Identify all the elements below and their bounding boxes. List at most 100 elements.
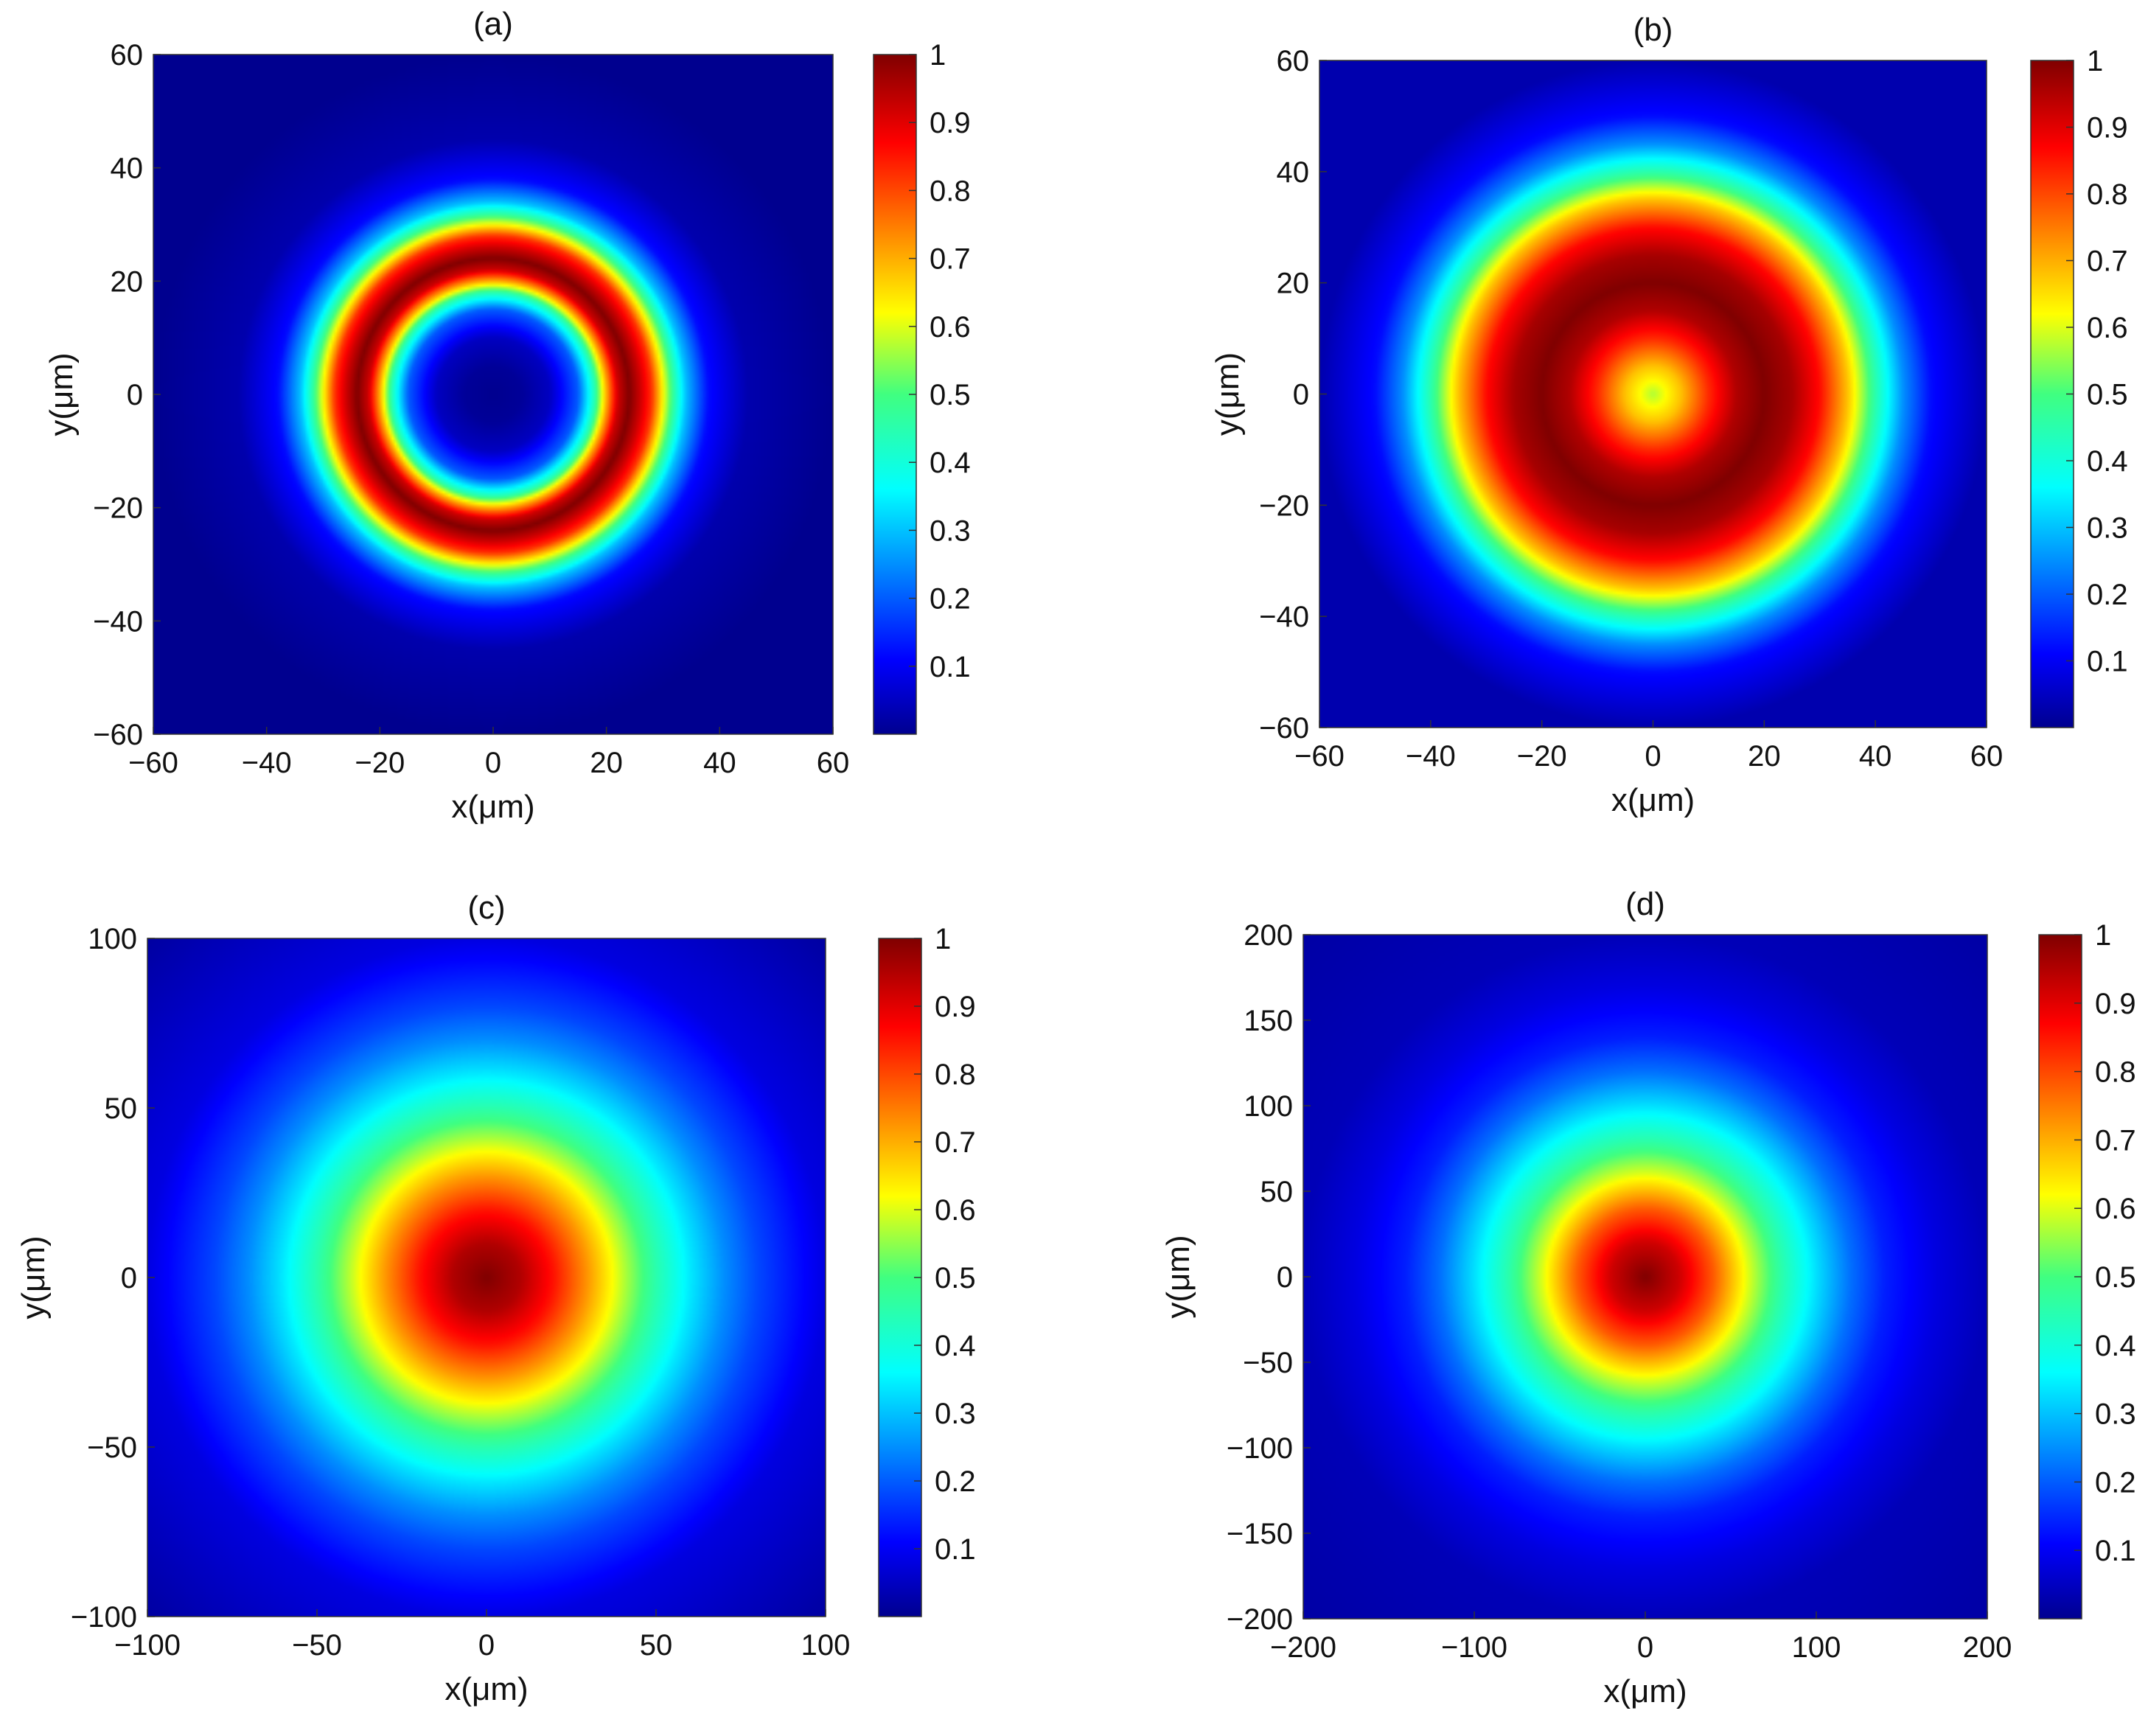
colorbar-tick-label: 0.2 [2095,1466,2136,1499]
colorbar-tick-label: 0.3 [2095,1398,2136,1431]
y-tick-label: 60 [1277,45,1310,77]
x-tick-label: 0 [478,1629,495,1662]
y-tick-label: 20 [111,265,144,298]
colorbar-tick-label: 0.5 [935,1262,976,1294]
y-tick-label: 40 [1277,156,1310,189]
y-axis-label: y(μm) [1210,352,1246,436]
y-tick-label: 50 [1260,1176,1294,1208]
y-tick-label: 0 [121,1262,137,1294]
y-tick-label: −40 [93,605,143,638]
y-tick-label: 50 [105,1092,138,1125]
x-tick-label: −60 [1294,740,1345,773]
y-tick-label: 100 [88,923,137,955]
y-tick-label: −100 [71,1601,137,1634]
colorbar-tick-label: 0.3 [935,1398,976,1430]
colorbar-tick-label: 0.5 [2095,1261,2136,1294]
colorbar-tick-label: 0.1 [2087,646,2128,678]
y-axis-label: y(μm) [43,352,80,436]
colorbar-tick-label: 0.6 [2095,1193,2136,1225]
colorbar-tick-label: 0.7 [935,1126,976,1159]
colorbar-tick-label: 0.7 [930,243,971,276]
panel-d: −200 −100 0 100 200 −200 −150 −100 −50 0 50 100 150 2… [1160,886,2136,1709]
x-axis-label: x(μm) [451,789,534,825]
colorbar-tick-label: 0.3 [930,515,971,547]
colorbar-tick-label: 0.9 [2095,988,2136,1020]
y-axis-label: y(μm) [15,1235,52,1319]
x-tick-label: 50 [640,1629,673,1662]
x-tick-label: 100 [1792,1631,1841,1664]
y-tick-label: −20 [1259,489,1309,522]
y-tick-label: −20 [93,492,143,525]
y-tick-label: −60 [1259,712,1309,745]
x-tick-label: 0 [1637,1631,1653,1664]
x-tick-label: −100 [1441,1631,1507,1664]
x-tick-label: 60 [1970,740,2004,773]
panel-a: −60 −40 −20 0 20 40 60 −60 −40 −20 0 20 40 60 x(μm) y(μ… [43,6,971,825]
y-tick-label: 0 [1277,1261,1293,1294]
colorbar-tick-label: 0.1 [2095,1535,2136,1567]
panel-c: −100 −50 0 50 100 −100 −50 0 50 100 x(μm) y(μm) (c) 0… [15,890,976,1707]
x-tick-label: 100 [801,1629,851,1662]
colorbar-tick-label: 0.8 [2087,178,2128,211]
colorbar-tick-label: 0.8 [2095,1056,2136,1089]
colorbar-tick-label: 0.4 [930,447,971,479]
intensity-heatmap [1319,60,1987,728]
colorbar-tick-label: 0.7 [2087,245,2128,278]
panel-title: (b) [1633,12,1673,48]
y-tick-label: 60 [111,39,144,72]
intensity-heatmap [1303,935,1987,1619]
y-tick-label: 20 [1277,268,1310,300]
y-tick-label: −100 [1227,1432,1293,1465]
colorbar-tick-label: 0.5 [2087,379,2128,411]
panel-title: (a) [473,6,513,42]
colorbar-tick-label: 0.5 [930,379,971,411]
colorbar-tick-label: 0.4 [2095,1330,2136,1362]
colorbar-tick-label: 1 [2095,919,2111,952]
y-tick-label: −60 [93,719,143,751]
colorbar-tick-label: 1 [935,923,951,955]
x-tick-label: 40 [1859,740,1892,773]
y-axis-label: y(μm) [1160,1235,1196,1318]
colorbar-tick-label: 0.8 [935,1059,976,1091]
y-tick-label: −50 [87,1432,137,1464]
colorbar-tick-label: 1 [930,39,946,72]
colorbar-tick-label: 0.2 [930,583,971,616]
colorbar-tick-label: 1 [2087,45,2103,77]
colorbar-tick-label: 0.6 [935,1194,976,1227]
x-axis-label: x(μm) [1611,782,1695,818]
y-tick-label: 150 [1244,1005,1293,1037]
colorbar-tick-label: 0.8 [930,175,971,207]
colorbar-tick-label: 0.2 [2087,579,2128,611]
panel-title: (d) [1625,886,1665,922]
x-tick-label: −60 [128,747,178,779]
intensity-heatmap [147,938,826,1617]
y-tick-label: −50 [1243,1347,1293,1379]
x-tick-label: −50 [292,1629,342,1662]
x-axis-label: x(μm) [1603,1673,1687,1709]
colorbar-tick-label: 0.1 [935,1533,976,1566]
colorbar-tick-label: 0.6 [2087,312,2128,344]
x-tick-label: −20 [1517,740,1567,773]
x-tick-label: 0 [1645,740,1661,773]
x-tick-label: 0 [485,747,501,779]
y-tick-label: 40 [111,153,144,185]
colorbar-tick-label: 0.6 [930,311,971,344]
y-tick-label: 100 [1244,1090,1293,1123]
y-tick-label: 200 [1244,919,1293,952]
x-tick-label: −20 [355,747,405,779]
y-tick-label: −40 [1259,601,1309,633]
y-tick-label: −150 [1227,1518,1293,1550]
x-tick-label: 20 [1748,740,1781,773]
panel-b: −60 −40 −20 0 20 40 60 −60 −40 −20 0 20 40 60 x(μm) y(μ… [1210,12,2128,818]
colorbar-tick-label: 0.4 [935,1330,976,1362]
x-tick-label: −40 [1406,740,1456,773]
y-tick-label: 0 [127,379,143,411]
panel-title: (c) [467,890,505,926]
x-tick-label: −200 [1270,1631,1336,1664]
x-tick-label: 200 [1963,1631,2012,1664]
colorbar-tick-label: 0.3 [2087,512,2128,545]
colorbar-tick-label: 0.9 [2087,112,2128,144]
colorbar-tick-label: 0.1 [930,651,971,683]
colorbar-tick-label: 0.9 [935,991,976,1023]
intensity-heatmap [153,55,833,734]
